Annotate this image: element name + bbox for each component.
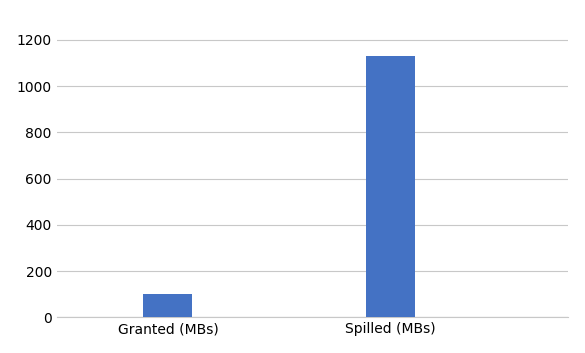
Bar <box>143 294 192 317</box>
Bar <box>366 56 415 317</box>
